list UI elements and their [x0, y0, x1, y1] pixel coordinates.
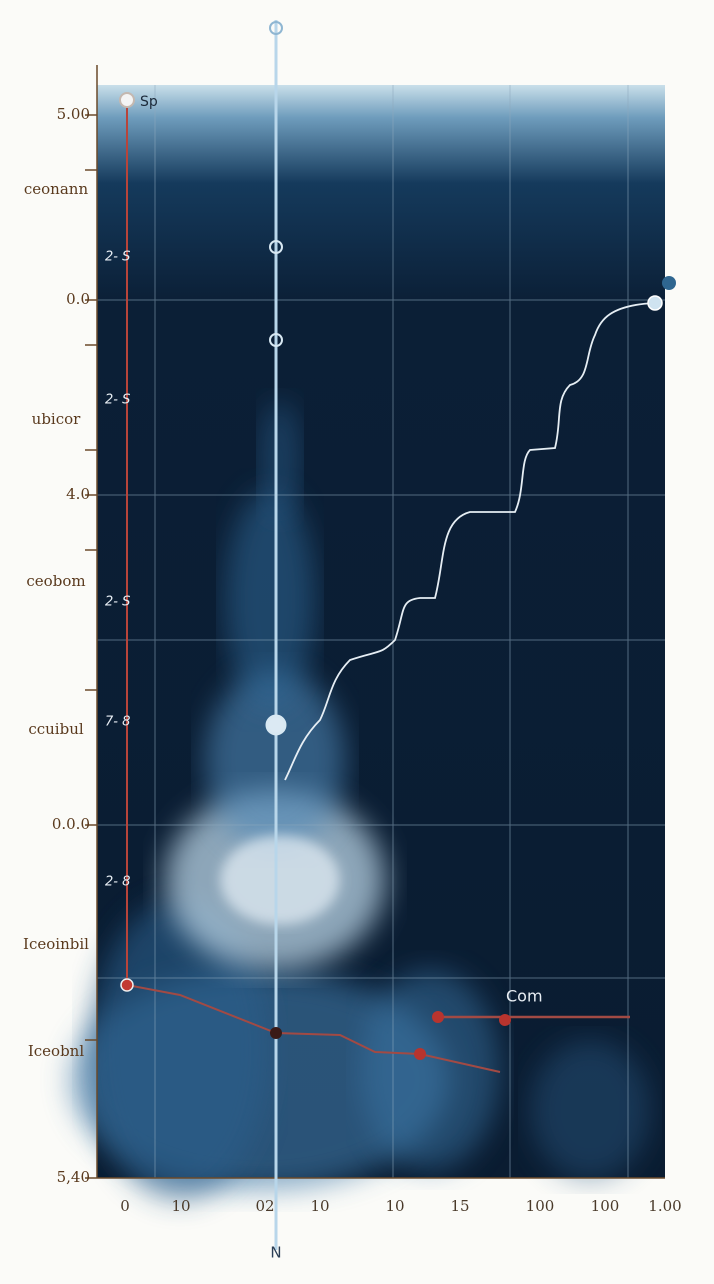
curve-end [647, 295, 663, 311]
rule-cap [269, 21, 283, 35]
rule-points [265, 240, 287, 736]
top-label: Sp [140, 94, 158, 110]
x-label: 15 [450, 1197, 469, 1215]
axis-marker: N [270, 1244, 281, 1262]
foliage [70, 400, 650, 1200]
inner-label: 2- S [105, 393, 130, 408]
x-label: 1.00 [648, 1197, 681, 1215]
x-label: 10 [385, 1197, 404, 1215]
inner-label: 2- S [105, 595, 130, 610]
x-label: 10 [310, 1197, 329, 1215]
side-label: ccuibul [28, 720, 84, 738]
side-label: Iceobnl [28, 1042, 84, 1060]
y-label: 0.0 [66, 290, 90, 308]
y-label: 5.00 [57, 105, 90, 123]
x-label: 100 [526, 1197, 555, 1215]
y-label: 0.0.0 [52, 815, 90, 833]
side-label: ceobom [26, 572, 85, 590]
grid [97, 85, 665, 1178]
step-curve [284, 302, 656, 781]
side-label: ceonann [24, 180, 89, 198]
inner-label: 2- S [105, 250, 130, 265]
y-label: 4.0 [66, 485, 90, 503]
x-label: 0 [120, 1197, 130, 1215]
inner-label: 7- 8 [105, 715, 130, 730]
y-label: 5,40 [57, 1168, 90, 1186]
side-label: ubicor [32, 410, 81, 428]
inner-label: 2- 8 [105, 875, 130, 890]
x-label: 10 [171, 1197, 190, 1215]
axes [85, 65, 665, 1179]
x-label: 100 [591, 1197, 620, 1215]
red-series [119, 92, 630, 1073]
curve-end-outer [662, 276, 676, 290]
x-label: 02 [255, 1197, 274, 1215]
side-label: Iceoinbil [23, 935, 89, 953]
legend-label: Com [506, 987, 543, 1006]
